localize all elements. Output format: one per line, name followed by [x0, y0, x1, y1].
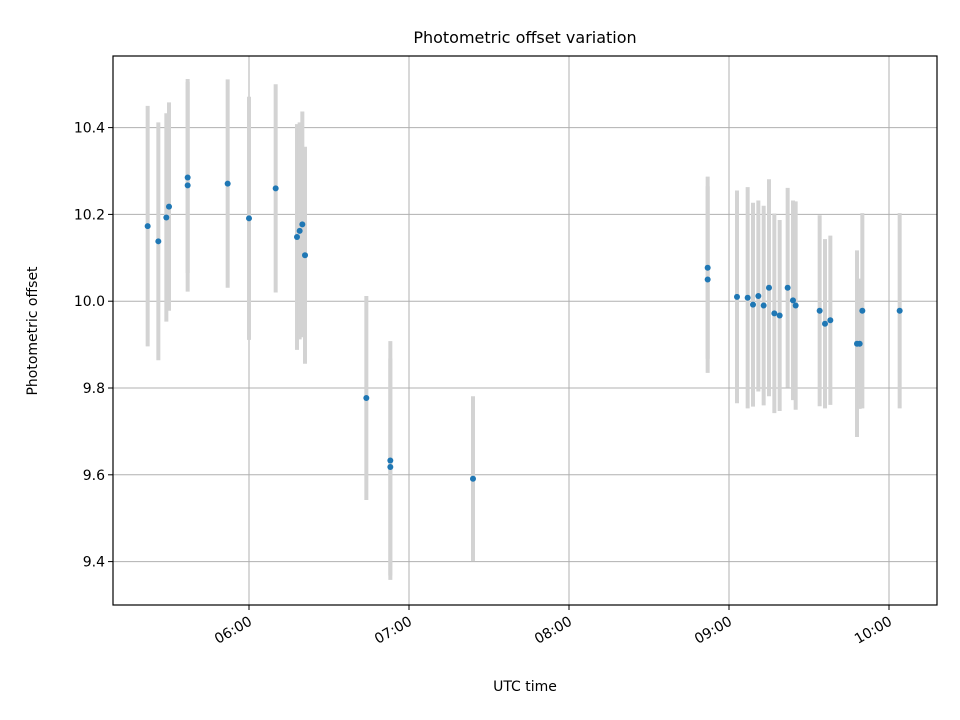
data-point [299, 221, 306, 228]
data-point [704, 276, 711, 283]
x-tick-label: 08:00 [532, 614, 575, 648]
y-tick-label: 10.4 [74, 121, 105, 137]
chart-title: Photometric offset variation [413, 28, 636, 47]
y-tick-label: 9.8 [83, 381, 105, 397]
data-point [827, 317, 834, 324]
y-axis-label: Photometric offset [25, 266, 41, 396]
data-point [776, 312, 783, 319]
data-point [704, 264, 711, 271]
y-axis-ticks: 9.4 9.6 9.8 10.0 10.2 10.4 [74, 121, 113, 571]
y-tick-label: 10.0 [74, 294, 105, 310]
data-point [760, 302, 767, 309]
data-point [144, 223, 151, 230]
data-point [184, 182, 191, 189]
data-point [272, 185, 279, 192]
data-point [294, 233, 300, 240]
data-point [155, 238, 162, 245]
data-point [184, 174, 191, 181]
data-points [144, 174, 903, 482]
data-point [896, 307, 903, 314]
error-bars [145, 79, 902, 580]
y-tick-label: 10.2 [74, 207, 105, 223]
data-point [302, 252, 308, 259]
data-point [859, 307, 866, 314]
y-tick-label: 9.4 [83, 555, 105, 571]
x-tick-label: 06:00 [212, 614, 255, 648]
data-point [755, 292, 762, 299]
data-point [224, 180, 231, 187]
data-point [387, 463, 394, 470]
data-point [784, 284, 791, 291]
data-point [387, 457, 394, 464]
data-point [790, 297, 796, 304]
data-point [771, 310, 778, 317]
data-point [822, 320, 828, 327]
data-point [296, 227, 303, 234]
y-tick-label: 9.6 [83, 468, 105, 484]
data-point [470, 475, 476, 482]
data-point [792, 302, 799, 309]
x-axis-label: UTC time [493, 679, 557, 695]
data-point [734, 293, 740, 300]
data-point [246, 215, 252, 222]
data-point [166, 203, 172, 210]
data-point [856, 340, 863, 347]
data-point [163, 214, 170, 221]
x-tick-label: 09:00 [692, 614, 735, 648]
x-tick-label: 10:00 [852, 614, 895, 648]
data-point [766, 284, 772, 291]
data-point [744, 294, 751, 301]
x-axis-ticks: 06:00 07:00 08:00 09:00 10:00 [212, 605, 895, 648]
data-point [363, 394, 370, 401]
data-point [816, 307, 823, 314]
grid-lines [113, 56, 937, 605]
plot-frame [112, 55, 938, 606]
data-point [750, 301, 756, 308]
x-tick-label: 07:00 [372, 614, 415, 648]
